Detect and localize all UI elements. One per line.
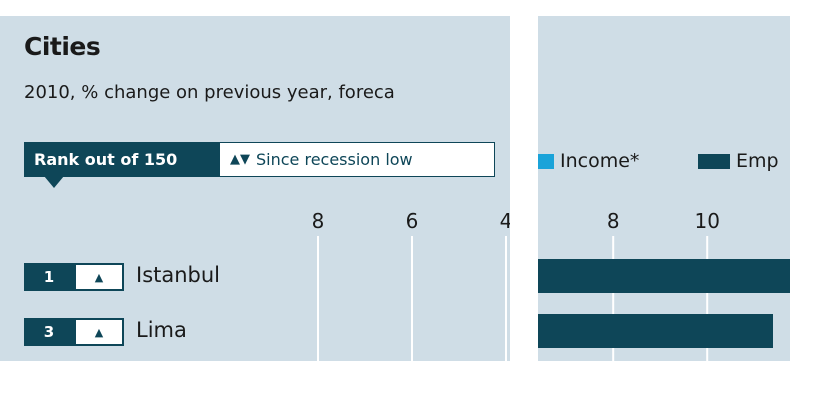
city-label: Istanbul: [136, 263, 221, 287]
legend-item-emp: Emp: [698, 150, 779, 172]
rank-number: 1: [24, 263, 74, 291]
active-tab-pointer-icon: [44, 176, 64, 188]
x-tick-label: 8: [312, 209, 325, 233]
rank-badge: 3 ▲: [24, 318, 124, 346]
x-tick-label: 4: [500, 209, 510, 233]
bar-emp: [538, 314, 773, 348]
rank-number: 3: [24, 318, 74, 346]
tab-since-label: Since recession low: [256, 150, 413, 169]
rank-badge: 1 ▲: [24, 263, 124, 291]
bar-emp: [538, 259, 790, 293]
chart-subtitle: 2010, % change on previous year, foreca: [24, 82, 395, 103]
legend-label: Income*: [560, 150, 640, 172]
x-tick-label: 6: [406, 209, 419, 233]
legend-label: Emp: [736, 150, 779, 172]
left-chart-panel: Cities 2010, % change on previous year, …: [0, 16, 510, 361]
city-label: Lima: [136, 318, 187, 342]
right-chart-svg: 8101: [538, 209, 790, 361]
up-arrow-icon: ▲: [74, 318, 124, 346]
tab-rank[interactable]: Rank out of 150: [24, 142, 220, 177]
legend-swatch: [698, 153, 730, 169]
legend-swatch: [538, 153, 554, 169]
sort-triangles-icon: ▲▼: [230, 152, 250, 167]
left-chart-svg: 8 6 4: [312, 209, 510, 361]
tab-since-recession-low[interactable]: ▲▼ Since recession low: [219, 142, 495, 177]
up-arrow-icon: ▲: [74, 263, 124, 291]
legend-item-income: Income*: [538, 150, 639, 172]
chart-title: Cities: [24, 32, 101, 61]
right-chart-panel: Income* Emp 8101: [538, 16, 790, 361]
x-tick-label: 8: [607, 209, 620, 233]
x-tick-label: 10: [694, 209, 719, 233]
